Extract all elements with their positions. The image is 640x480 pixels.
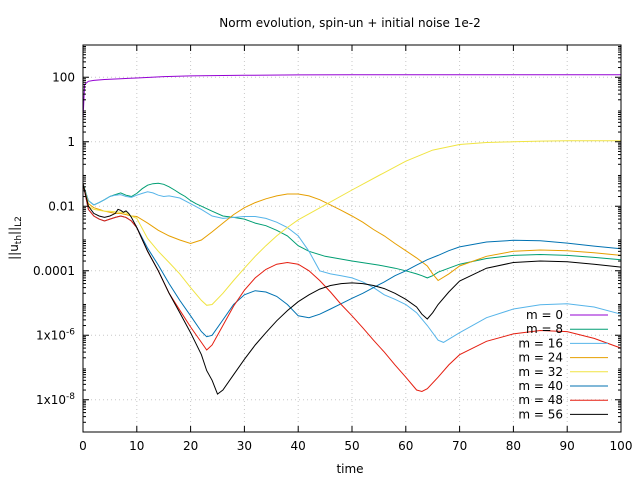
legend-label: m = 40 xyxy=(518,379,563,393)
series-line-m0 xyxy=(82,74,621,120)
series-line-m24 xyxy=(82,183,622,282)
x-tick-label: 20 xyxy=(183,439,198,453)
legend-label: m = 24 xyxy=(518,351,563,365)
legend-label: m = 32 xyxy=(518,365,563,379)
x-tick-label: 50 xyxy=(344,439,359,453)
series-group xyxy=(82,74,622,395)
legend-label: m = 16 xyxy=(518,336,563,350)
ticks: 0 10 20 30 40 50 60 70 80 90 100 1x10-8 1x10-6 0.0001… xyxy=(33,45,632,453)
y-tick-label: 1x10-8 xyxy=(36,392,75,407)
y-tick-label: 1 xyxy=(67,135,75,149)
legend-label: m = 56 xyxy=(518,407,563,421)
y-tick-label: 0.01 xyxy=(48,199,75,213)
x-tick-label: 0 xyxy=(79,439,87,453)
series-line-m48 xyxy=(82,183,622,393)
x-tick-label: 90 xyxy=(560,439,575,453)
x-tick-label: 100 xyxy=(610,439,633,453)
x-tick-label: 60 xyxy=(398,439,413,453)
y-tick-label: 100 xyxy=(52,70,75,84)
series-line-m32 xyxy=(82,140,621,306)
chart-title: Norm evolution, spin-un + initial noise … xyxy=(219,16,481,30)
x-tick-label: 30 xyxy=(237,439,252,453)
legend-label: m = 0 xyxy=(526,308,563,322)
x-axis-label: time xyxy=(336,462,363,476)
y-tick-label: 0.0001 xyxy=(33,264,75,278)
y-tick-label: 1x10-6 xyxy=(36,327,75,342)
y-axis-label-sub: th xyxy=(14,235,24,244)
x-tick-label: 80 xyxy=(506,439,521,453)
y-axis-label: ||uth||L2 xyxy=(7,216,24,260)
series-line-m56 xyxy=(82,183,622,395)
x-tick-label: 70 xyxy=(452,439,467,453)
legend: m = 0m = 8m = 16m = 24m = 32m = 40m = 48… xyxy=(518,308,608,421)
legend-label: m = 48 xyxy=(518,393,563,407)
x-tick-label: 40 xyxy=(291,439,306,453)
y-axis-label-base: ||u xyxy=(7,244,21,260)
y-axis-label-sub2: L2 xyxy=(14,216,24,227)
legend-label: m = 8 xyxy=(526,322,563,336)
x-tick-label: 10 xyxy=(129,439,144,453)
y-axis-label-mid: || xyxy=(7,227,21,235)
series-line-m16 xyxy=(82,183,622,343)
